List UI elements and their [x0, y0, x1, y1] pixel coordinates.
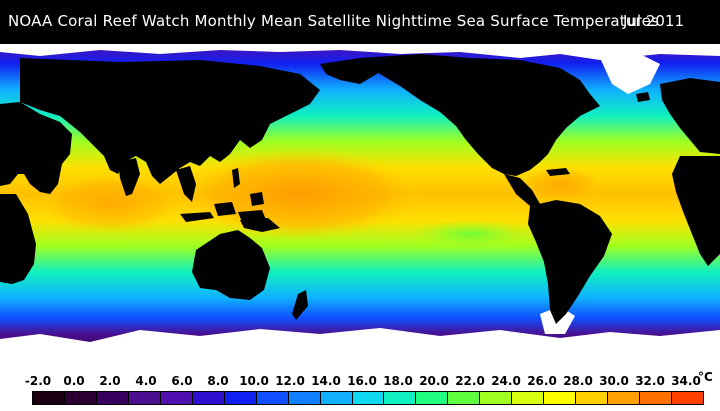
colorbar-segment — [480, 392, 513, 404]
legend-tick-label: 18.0 — [383, 374, 413, 388]
colorbar-segment — [224, 392, 257, 404]
legend-tick-label: 2.0 — [99, 374, 121, 388]
colorbar-segment — [544, 392, 577, 404]
eastern-pacific-cool-tongue — [410, 220, 530, 248]
colorbar-segment — [608, 392, 641, 404]
colorbar-segment — [448, 392, 481, 404]
south-america-landmass — [528, 200, 612, 324]
colorbar-segment — [512, 392, 545, 404]
legend-tick-label: 8.0 — [207, 374, 229, 388]
legend-tick-label: 4.0 — [135, 374, 157, 388]
alaska — [320, 58, 380, 84]
legend-tick-label: 24.0 — [491, 374, 521, 388]
new-guinea — [240, 218, 280, 232]
philippines — [232, 168, 240, 188]
colorbar-segment — [128, 392, 161, 404]
india-peninsula — [118, 158, 140, 196]
title-bar: NOAA Coral Reef Watch Monthly Mean Satel… — [0, 0, 720, 44]
colorbar — [32, 391, 704, 405]
arctic-ice — [0, 44, 720, 60]
europe-landmass — [660, 78, 720, 154]
legend-tick-label: 34.0 — [671, 374, 701, 388]
colorbar-segment — [96, 392, 129, 404]
colorbar-segment — [640, 392, 673, 404]
colorbar-segment — [160, 392, 193, 404]
map-date: Jul 2011 — [622, 12, 684, 30]
africa-south — [0, 194, 36, 284]
indian-ocean-warm-area — [40, 174, 180, 234]
southeast-asia — [176, 166, 196, 202]
central-america — [504, 174, 540, 206]
iceland — [636, 92, 650, 102]
colorbar-segment — [288, 392, 321, 404]
colorbar-segment — [384, 392, 417, 404]
legend-tick-label: 32.0 — [635, 374, 665, 388]
tick-row: -2.0 0.0 2.0 4.0 6.0 8.0 10.0 12.0 14.0 16.0 18.0 2… — [0, 374, 720, 390]
greenland-ice — [600, 54, 660, 94]
western-pacific-warm-pool — [180, 149, 420, 239]
legend-tick-label: 20.0 — [419, 374, 449, 388]
indonesia-islands — [180, 192, 266, 222]
legend-tick-label: 26.0 — [527, 374, 557, 388]
legend-tick-label: 30.0 — [599, 374, 629, 388]
legend-tick-label: 14.0 — [311, 374, 341, 388]
africa-landmass — [0, 102, 72, 194]
asia-landmass — [20, 58, 320, 184]
map-title: NOAA Coral Reef Watch Monthly Mean Satel… — [8, 12, 660, 30]
legend-tick-label: 16.0 — [347, 374, 377, 388]
legend-tick-label: 28.0 — [563, 374, 593, 388]
caribbean-warm-area — [520, 166, 600, 202]
uk-islands — [668, 98, 678, 112]
legend-tick-label: 12.0 — [275, 374, 305, 388]
north-america-landmass — [360, 54, 600, 176]
colorbar-segment — [576, 392, 609, 404]
colorbar-segment — [64, 392, 97, 404]
colorbar-segment — [416, 392, 449, 404]
legend-tick-label: 0.0 — [63, 374, 85, 388]
legend: -2.0 0.0 2.0 4.0 6.0 8.0 10.0 12.0 14.0 16.0 18.0 2… — [0, 370, 720, 411]
colorbar-segment — [256, 392, 289, 404]
japan-islands — [248, 98, 272, 130]
colorbar-segment — [192, 392, 225, 404]
colorbar-segment — [352, 392, 385, 404]
colorbar-segment — [33, 392, 65, 404]
antarctica-ice — [0, 328, 720, 370]
sst-map — [0, 44, 720, 370]
legend-tick-label: 22.0 — [455, 374, 485, 388]
legend-unit: °C — [698, 370, 713, 384]
legend-tick-label: 6.0 — [171, 374, 193, 388]
legend-tick-label: 10.0 — [239, 374, 269, 388]
africa-landmass-east — [672, 156, 720, 266]
colorbar-segment — [672, 392, 704, 404]
caribbean-islands — [546, 168, 570, 176]
new-zealand — [292, 290, 308, 320]
colorbar-segment — [320, 392, 353, 404]
australia-landmass — [192, 230, 270, 300]
legend-tick-label: -2.0 — [24, 374, 52, 388]
